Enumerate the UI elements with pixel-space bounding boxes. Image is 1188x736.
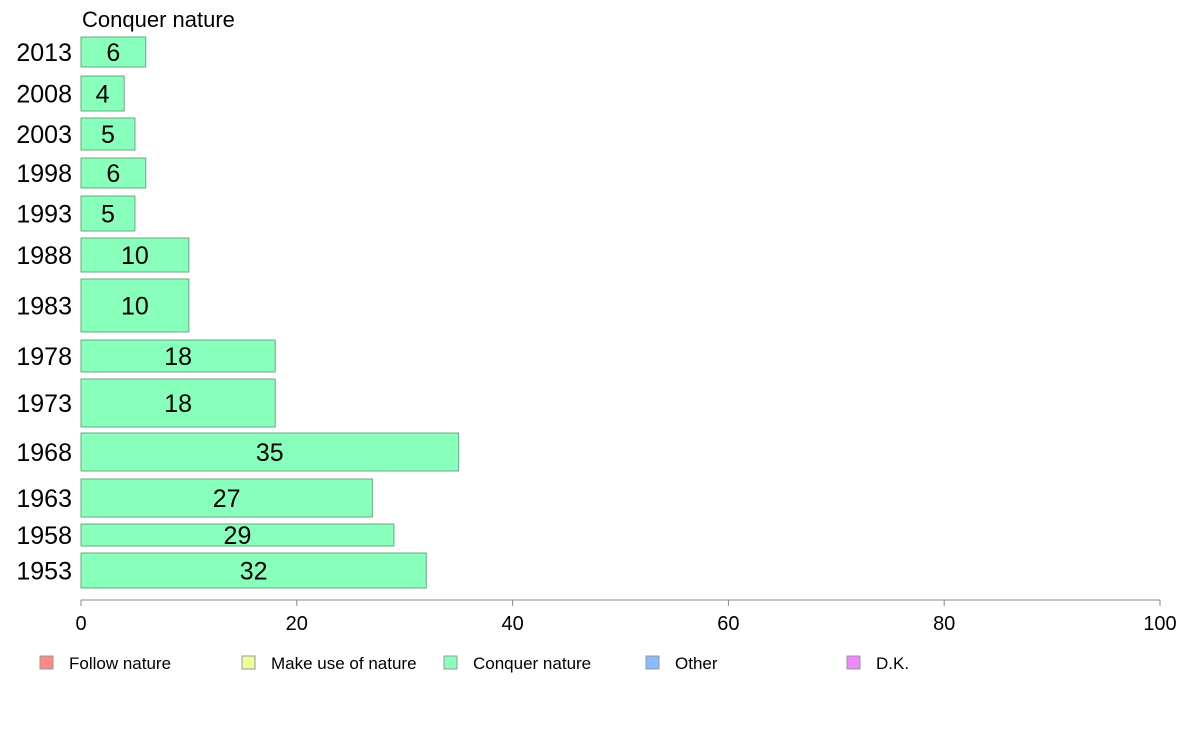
x-tick-label-0: 0 <box>75 613 86 635</box>
bar-1973 <box>80 378 276 428</box>
bar-value-label-1988: 10 <box>121 242 149 270</box>
category-label-2003: 2003 <box>16 121 72 149</box>
legend-swatch-1 <box>241 655 256 670</box>
category-label-1988: 1988 <box>16 242 72 270</box>
bar-value-label-1978: 18 <box>164 343 192 371</box>
bar-2013 <box>80 36 147 68</box>
legend: Follow nature Make use of nature Conquer n… <box>39 654 909 673</box>
bar-value-label-1973: 18 <box>164 390 192 418</box>
bar-value-label-2008: 4 <box>96 81 110 109</box>
category-label-1983: 1983 <box>16 293 72 321</box>
bar-value-label-1993: 5 <box>101 201 115 229</box>
bar-value-label-1958: 29 <box>224 522 252 550</box>
bar-2008 <box>80 75 125 112</box>
legend-label-3: Other <box>675 654 718 673</box>
legend-swatch-2 <box>443 655 458 670</box>
category-label-1968: 1968 <box>16 439 72 467</box>
bar-1958 <box>80 523 395 547</box>
x-axis: 0 20 40 60 80 100 <box>75 599 1177 635</box>
bar-1993 <box>80 195 136 232</box>
x-tick-label-80: 80 <box>933 613 955 635</box>
bar-value-label-2013: 6 <box>106 39 120 67</box>
category-label-2008: 2008 <box>16 81 72 109</box>
category-label-2013: 2013 <box>16 39 72 67</box>
legend-label-4: D.K. <box>876 654 909 673</box>
legend-label-2: Conquer nature <box>473 654 591 673</box>
category-label-1998: 1998 <box>16 160 72 188</box>
bar-1953 <box>80 552 427 589</box>
bar-1978 <box>80 339 276 373</box>
legend-label-1: Make use of nature <box>271 654 417 673</box>
category-label-1953: 1953 <box>16 558 72 586</box>
category-label-1978: 1978 <box>16 343 72 371</box>
bars-group: 2013 6 2008 4 2003 5 1998 6 1993 5 1988 10 1983 10 197… <box>16 36 460 589</box>
bar-value-label-2003: 5 <box>101 121 115 149</box>
bar-1963 <box>80 478 373 518</box>
chart-title: Conquer nature <box>82 7 235 32</box>
bar-value-label-1968: 35 <box>256 439 284 467</box>
legend-swatch-0 <box>39 655 54 670</box>
x-tick-label-60: 60 <box>717 613 739 635</box>
legend-label-0: Follow nature <box>69 654 171 673</box>
category-label-1958: 1958 <box>16 522 72 550</box>
bar-1968 <box>80 432 460 472</box>
legend-swatch-3 <box>645 655 660 670</box>
bar-value-label-1953: 32 <box>240 558 268 586</box>
bar-1983 <box>80 278 190 333</box>
category-label-1963: 1963 <box>16 485 72 513</box>
bar-value-label-1963: 27 <box>213 485 241 513</box>
bar-1988 <box>80 237 190 273</box>
category-label-1993: 1993 <box>16 201 72 229</box>
category-label-1973: 1973 <box>16 390 72 418</box>
bar-value-label-1998: 6 <box>106 160 120 188</box>
bar-1998 <box>80 157 147 189</box>
legend-swatch-4 <box>846 655 861 670</box>
x-tick-label-20: 20 <box>286 613 308 635</box>
x-tick-label-100: 100 <box>1143 613 1176 635</box>
x-tick-label-40: 40 <box>501 613 523 635</box>
bar-value-label-1983: 10 <box>121 293 149 321</box>
bar-2003 <box>80 117 136 151</box>
